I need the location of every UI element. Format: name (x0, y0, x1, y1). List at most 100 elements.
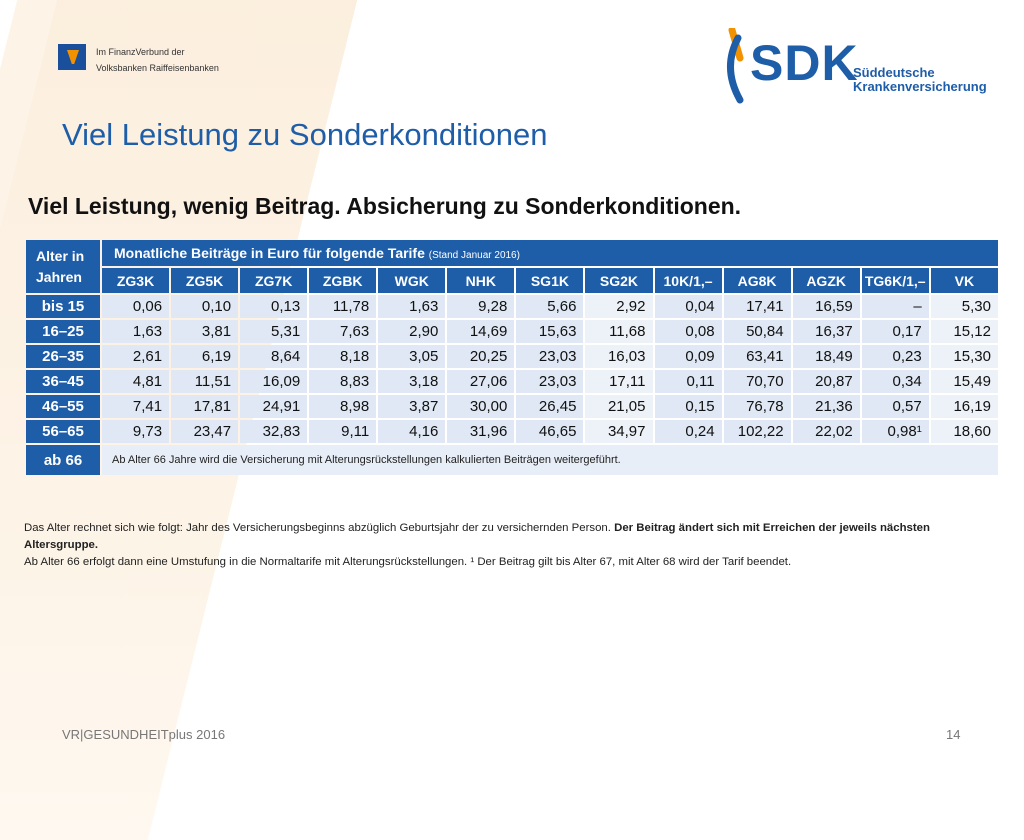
premium-cell: 26,45 (516, 395, 584, 418)
premium-cell: 24,91 (240, 395, 308, 418)
age-66-note: Ab Alter 66 Jahre wird die Versicherung … (102, 445, 998, 475)
age-group-label: 36–45 (26, 370, 100, 393)
table-title-text: Monatliche Beiträge in Euro für folgende… (114, 245, 425, 261)
premium-cell: 5,31 (240, 320, 308, 343)
premium-cell: 15,30 (930, 345, 998, 368)
premium-cell: 1,63 (378, 295, 446, 318)
premium-cell: 16,37 (792, 320, 860, 343)
premium-cell: 2,90 (378, 320, 446, 343)
premium-cell: 3,05 (378, 345, 446, 368)
table-row: 16–25 1,63 3,81 5,31 7,63 2,90 14,69 15,63 11,68… (26, 320, 998, 343)
premium-cell: 15,12 (930, 320, 998, 343)
premium-cell: 4,81 (102, 370, 170, 393)
table-title-note: (Stand Januar 2016) (428, 250, 520, 261)
premium-cell: 8,98 (309, 395, 377, 418)
age-group-label: 26–35 (26, 345, 100, 368)
premium-cell: 0,04 (654, 295, 722, 318)
premium-cell: 3,87 (378, 395, 446, 418)
premium-cell: 9,28 (447, 295, 515, 318)
premium-cell: 18,49 (792, 345, 860, 368)
premium-cell: 7,41 (102, 395, 170, 418)
column-header: ZGBK (309, 268, 377, 293)
premium-cell: 20,87 (792, 370, 860, 393)
vr-logo: Im FinanzVerbund der Volksbanken Raiffei… (58, 44, 219, 76)
table-row: bis 15 0,06 0,10 0,13 11,78 1,63 9,28 5,66 2,92 0… (26, 295, 998, 318)
premium-cell: 0,10 (171, 295, 239, 318)
column-header: TG6K/1,– (861, 268, 929, 293)
footnote-bold: Der Beitrag ändert sich mit Erreichen de… (24, 522, 930, 551)
premium-cell: 3,18 (378, 370, 446, 393)
premium-cell: 21,36 (792, 395, 860, 418)
premium-cell: 0,08 (654, 320, 722, 343)
premium-cell: 0,23 (861, 345, 929, 368)
premium-cell: 16,19 (930, 395, 998, 418)
premium-cell: 0,13 (240, 295, 308, 318)
table-row: 36–45 4,81 11,51 16,09 8,83 3,18 27,06 23,03 17,… (26, 370, 998, 393)
table-body: bis 15 0,06 0,10 0,13 11,78 1,63 9,28 5,66 2,92 0… (26, 295, 998, 475)
premium-cell: 20,25 (447, 345, 515, 368)
premium-cell: 8,83 (309, 370, 377, 393)
age-header: Alter in Jahren (26, 240, 100, 293)
premium-cell: 22,02 (792, 420, 860, 443)
footnote-text-1: Das Alter rechnet sich wie folgt: Jahr d… (24, 522, 615, 534)
premium-cell: 32,83 (240, 420, 308, 443)
premium-cell: 70,70 (723, 370, 791, 393)
table-title: Monatliche Beiträge in Euro für folgende… (102, 240, 998, 266)
premium-cell: 15,63 (516, 320, 584, 343)
premium-cell: 0,11 (654, 370, 722, 393)
premium-cell: 15,49 (930, 370, 998, 393)
premium-table-grid: Alter in Jahren Monatliche Beiträge in E… (24, 238, 1000, 477)
premium-cell: 8,18 (309, 345, 377, 368)
premium-cell: 11,78 (309, 295, 377, 318)
premium-cell: 63,41 (723, 345, 791, 368)
age-group-label: ab 66 (26, 445, 100, 475)
premium-cell: – (861, 295, 929, 318)
premium-cell: 27,06 (447, 370, 515, 393)
vr-logo-line1: Im FinanzVerbund der (96, 47, 185, 57)
column-header-row: ZG3K ZG5K ZG7K ZGBK WGK NHK SG1K SG2K 10K/1,– AG8… (26, 268, 998, 293)
premium-cell: 2,61 (102, 345, 170, 368)
premium-cell: 3,81 (171, 320, 239, 343)
premium-cell: 23,03 (516, 370, 584, 393)
premium-cell: 5,30 (930, 295, 998, 318)
age-group-label: bis 15 (26, 295, 100, 318)
column-header: ZG5K (171, 268, 239, 293)
vr-logo-icon (58, 44, 86, 70)
premium-table: Alter in Jahren Monatliche Beiträge in E… (24, 238, 1000, 477)
column-header: AGZK (792, 268, 860, 293)
age-group-label: 46–55 (26, 395, 100, 418)
premium-cell: 16,03 (585, 345, 653, 368)
footnote: Das Alter rechnet sich wie folgt: Jahr d… (24, 520, 1004, 571)
premium-cell: 9,11 (309, 420, 377, 443)
premium-cell: 11,51 (171, 370, 239, 393)
table-row: 26–35 2,61 6,19 8,64 8,18 3,05 20,25 23,03 16,03… (26, 345, 998, 368)
premium-cell: 9,73 (102, 420, 170, 443)
premium-cell: 14,69 (447, 320, 515, 343)
table-row: 56–65 9,73 23,47 32,83 9,11 4,16 31,96 46,65 34,… (26, 420, 998, 443)
premium-cell: 30,00 (447, 395, 515, 418)
premium-cell: 4,16 (378, 420, 446, 443)
premium-cell: 50,84 (723, 320, 791, 343)
age-group-label: 16–25 (26, 320, 100, 343)
premium-cell: 0,98¹ (861, 420, 929, 443)
column-header: 10K/1,– (654, 268, 722, 293)
premium-cell: 7,63 (309, 320, 377, 343)
premium-cell: 16,09 (240, 370, 308, 393)
sdk-logo-word: SDK (750, 35, 859, 91)
premium-cell: 23,47 (171, 420, 239, 443)
premium-cell: 16,59 (792, 295, 860, 318)
column-header: WGK (378, 268, 446, 293)
premium-cell: 17,81 (171, 395, 239, 418)
premium-cell: 0,24 (654, 420, 722, 443)
table-row-last: ab 66 Ab Alter 66 Jahre wird die Versiche… (26, 445, 998, 475)
premium-cell: 8,64 (240, 345, 308, 368)
premium-cell: 34,97 (585, 420, 653, 443)
footnote-text-2: Ab Alter 66 erfolgt dann eine Umstufung … (24, 556, 792, 568)
column-header: SG1K (516, 268, 584, 293)
sdk-sub-line1: Süddeutsche (853, 65, 935, 80)
premium-cell: 0,57 (861, 395, 929, 418)
sdk-sub-line2: Krankenversicherung (853, 79, 987, 94)
page-number: 14 (946, 727, 961, 742)
premium-cell: 31,96 (447, 420, 515, 443)
premium-cell: 0,34 (861, 370, 929, 393)
